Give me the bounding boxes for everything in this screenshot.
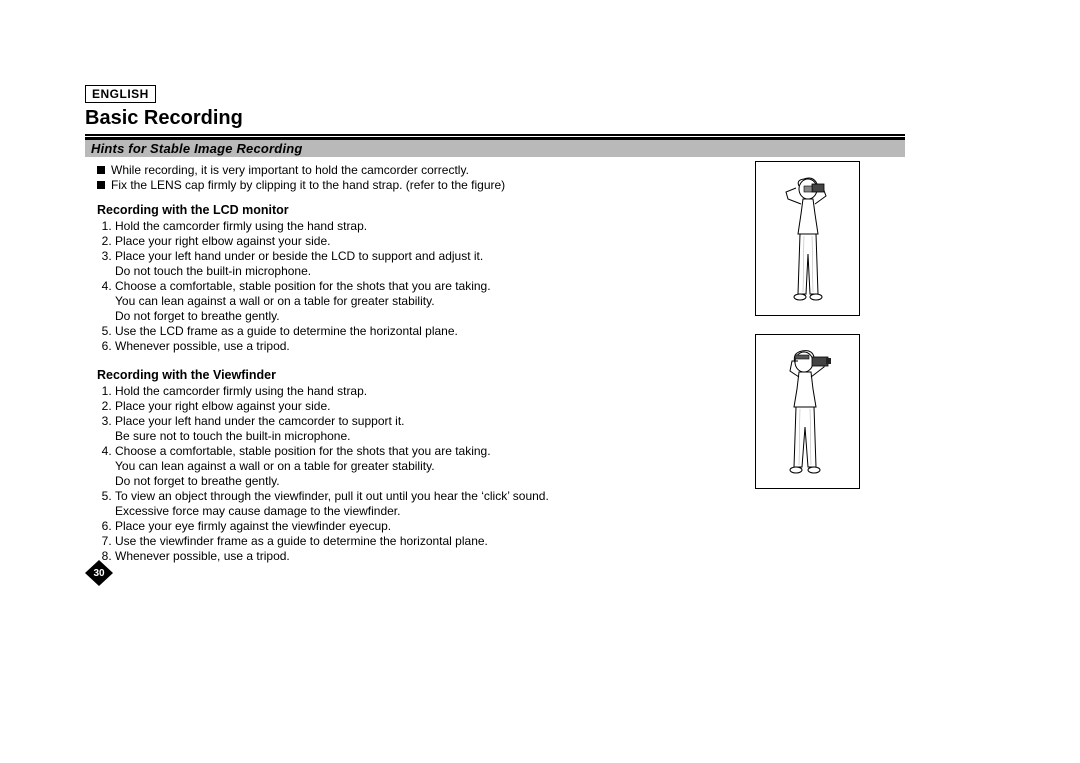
step-sub: Do not touch the built-in microphone.: [115, 264, 755, 279]
step-item: Whenever possible, use a tripod.: [115, 339, 755, 354]
lcd-steps: Hold the camcorder firmly using the hand…: [99, 219, 755, 354]
step-text: Place your left hand under or beside the…: [115, 249, 483, 263]
step-text: Choose a comfortable, stable position fo…: [115, 444, 491, 458]
step-text: To view an object through the viewfinder…: [115, 489, 549, 503]
page-number: 30: [85, 560, 113, 586]
step-item: Whenever possible, use a tripod.: [115, 549, 755, 564]
step-text: Place your eye firmly against the viewfi…: [115, 519, 391, 533]
step-item: To view an object through the viewfinder…: [115, 489, 755, 519]
manual-page: ENGLISH Basic Recording Hints for Stable…: [85, 85, 905, 578]
step-sub: You can lean against a wall or on a tabl…: [115, 294, 755, 309]
content-row: While recording, it is very important to…: [85, 161, 905, 578]
step-item: Place your right elbow against your side…: [115, 234, 755, 249]
person-viewfinder-icon: [768, 347, 848, 477]
lcd-section-heading: Recording with the LCD monitor: [97, 203, 755, 217]
step-sub: You can lean against a wall or on a tabl…: [115, 459, 755, 474]
section-subtitle: Hints for Stable Image Recording: [85, 140, 905, 157]
step-item: Choose a comfortable, stable position fo…: [115, 279, 755, 324]
intro-text: Fix the LENS cap firmly by clipping it t…: [111, 178, 505, 193]
step-sub: Excessive force may cause damage to the …: [115, 504, 755, 519]
step-text: Place your right elbow against your side…: [115, 234, 330, 248]
square-bullet-icon: [97, 166, 105, 174]
intro-text: While recording, it is very important to…: [111, 163, 469, 178]
step-text: Use the LCD frame as a guide to determin…: [115, 324, 458, 338]
person-lcd-icon: [768, 174, 848, 304]
page-number-badge: 30: [85, 560, 113, 586]
viewfinder-section-heading: Recording with the Viewfinder: [97, 368, 755, 382]
step-text: Choose a comfortable, stable position fo…: [115, 279, 491, 293]
step-text: Place your left hand under the camcorder…: [115, 414, 405, 428]
step-text: Whenever possible, use a tripod.: [115, 549, 290, 563]
intro-bullets: While recording, it is very important to…: [97, 163, 755, 193]
step-item: Place your eye firmly against the viewfi…: [115, 519, 755, 534]
intro-bullet: While recording, it is very important to…: [97, 163, 755, 178]
step-item: Hold the camcorder firmly using the hand…: [115, 219, 755, 234]
step-item: Use the LCD frame as a guide to determin…: [115, 324, 755, 339]
step-text: Hold the camcorder firmly using the hand…: [115, 219, 367, 233]
step-text: Use the viewfinder frame as a guide to d…: [115, 534, 488, 548]
square-bullet-icon: [97, 181, 105, 189]
step-item: Place your left hand under the camcorder…: [115, 414, 755, 444]
step-text: Hold the camcorder firmly using the hand…: [115, 384, 367, 398]
step-sub: Do not forget to breathe gently.: [115, 474, 755, 489]
figure-column: [755, 161, 905, 507]
step-item: Use the viewfinder frame as a guide to d…: [115, 534, 755, 549]
figure-lcd-recording: [755, 161, 860, 316]
text-column: While recording, it is very important to…: [85, 161, 755, 578]
step-sub: Be sure not to touch the built-in microp…: [115, 429, 755, 444]
step-text: Whenever possible, use a tripod.: [115, 339, 290, 353]
figure-viewfinder-recording: [755, 334, 860, 489]
language-label: ENGLISH: [85, 85, 156, 103]
step-text: Place your right elbow against your side…: [115, 399, 330, 413]
page-title: Basic Recording: [85, 107, 905, 132]
step-item: Place your left hand under or beside the…: [115, 249, 755, 279]
step-item: Hold the camcorder firmly using the hand…: [115, 384, 755, 399]
intro-bullet: Fix the LENS cap firmly by clipping it t…: [97, 178, 755, 193]
step-sub: Do not forget to breathe gently.: [115, 309, 755, 324]
viewfinder-steps: Hold the camcorder firmly using the hand…: [99, 384, 755, 564]
step-item: Place your right elbow against your side…: [115, 399, 755, 414]
step-item: Choose a comfortable, stable position fo…: [115, 444, 755, 489]
